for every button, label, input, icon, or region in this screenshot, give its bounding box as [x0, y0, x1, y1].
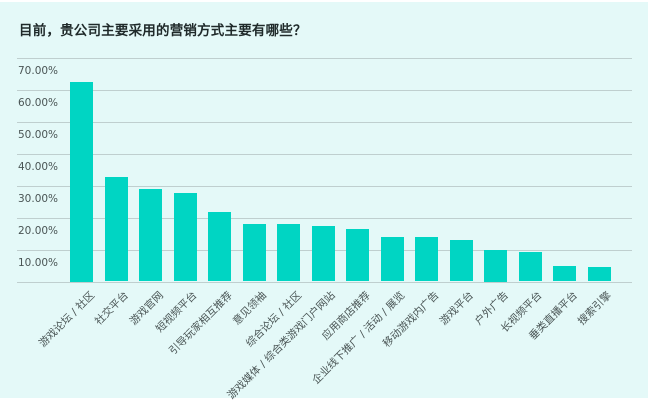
- bar: [380, 237, 404, 282]
- gridline: [17, 57, 632, 59]
- gridline: [17, 185, 632, 187]
- bar: [587, 267, 611, 282]
- x-axis-baseline: [17, 281, 632, 283]
- x-category-label: 社交平台: [92, 288, 131, 328]
- gridline: [17, 121, 632, 123]
- y-tick-label: 50.00%: [18, 128, 59, 141]
- x-category-label: 游戏平台: [438, 288, 477, 328]
- gridline: [17, 153, 632, 155]
- bar: [139, 189, 163, 282]
- bar: [311, 226, 335, 282]
- bar: [70, 81, 93, 282]
- bar: [242, 223, 266, 282]
- y-tick-label: 40.00%: [18, 160, 59, 173]
- bar: [208, 212, 232, 282]
- x-category-label: 搜索引擎: [576, 288, 615, 328]
- bar: [173, 192, 197, 282]
- bar: [518, 252, 542, 282]
- bar: [277, 223, 301, 282]
- gridline: [17, 217, 632, 219]
- gridline: [17, 89, 632, 91]
- y-tick-label: 60.00%: [18, 96, 59, 109]
- bar: [415, 237, 439, 282]
- y-tick-label: 70.00%: [18, 64, 59, 77]
- x-category-label: 游戏论坛 / 社区: [36, 288, 97, 350]
- bar: [484, 249, 508, 282]
- bar: [346, 229, 370, 282]
- bar: [553, 266, 577, 282]
- y-tick-label: 10.00%: [18, 256, 59, 269]
- chart-title: 目前，贵公司主要采用的营销方式主要有哪些？: [19, 23, 307, 39]
- bar: [449, 239, 473, 282]
- y-tick-label: 30.00%: [18, 192, 59, 205]
- bar: [104, 176, 128, 282]
- y-tick-label: 20.00%: [18, 224, 59, 237]
